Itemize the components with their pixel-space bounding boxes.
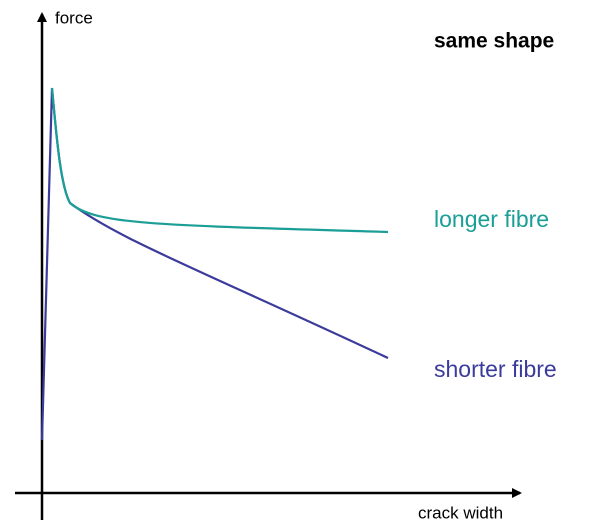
y-axis-label: force <box>55 8 93 27</box>
curve-label: longer fibre <box>434 206 549 232</box>
title: same shape <box>434 30 554 53</box>
curve-label: shorter fibre <box>434 356 557 382</box>
longer-fibre-curve <box>50 87 389 234</box>
shorter-fibre-curve <box>40 87 389 441</box>
x-axis-label: crack width <box>418 503 503 522</box>
